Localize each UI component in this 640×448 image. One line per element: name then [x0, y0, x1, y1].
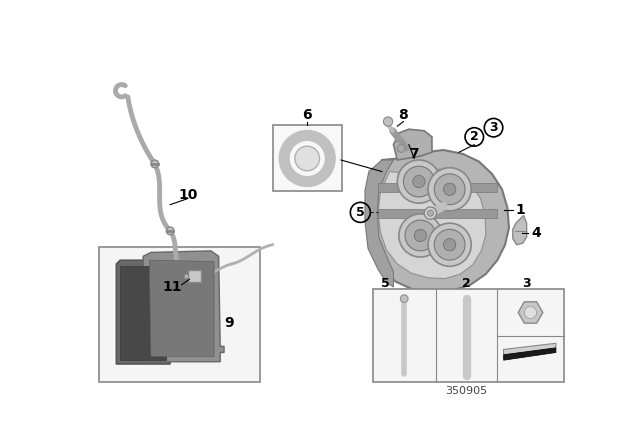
Polygon shape — [184, 274, 188, 278]
Polygon shape — [116, 260, 174, 364]
Text: 3: 3 — [522, 277, 531, 290]
Circle shape — [435, 174, 465, 205]
Text: 3: 3 — [489, 121, 498, 134]
Polygon shape — [188, 270, 201, 282]
Circle shape — [383, 117, 393, 126]
Circle shape — [414, 229, 427, 241]
Text: 2: 2 — [462, 277, 471, 290]
Circle shape — [444, 238, 456, 251]
Circle shape — [397, 145, 405, 152]
Polygon shape — [149, 260, 214, 356]
Text: 9: 9 — [225, 316, 234, 330]
Polygon shape — [378, 169, 486, 279]
Text: 11: 11 — [163, 280, 182, 294]
Polygon shape — [365, 160, 394, 287]
Polygon shape — [394, 129, 432, 160]
Polygon shape — [143, 251, 224, 362]
Polygon shape — [378, 183, 497, 192]
Circle shape — [428, 210, 433, 216]
Polygon shape — [378, 208, 497, 218]
Text: 4: 4 — [531, 226, 541, 240]
Circle shape — [401, 295, 408, 302]
Circle shape — [295, 146, 319, 171]
Polygon shape — [120, 266, 166, 360]
Circle shape — [405, 220, 436, 251]
Polygon shape — [504, 343, 556, 355]
Circle shape — [397, 160, 440, 203]
Circle shape — [428, 223, 471, 266]
Circle shape — [524, 306, 537, 319]
Text: 10: 10 — [178, 188, 198, 202]
Polygon shape — [401, 289, 447, 313]
Circle shape — [428, 168, 471, 211]
FancyBboxPatch shape — [273, 125, 342, 191]
Circle shape — [403, 166, 435, 197]
FancyBboxPatch shape — [99, 247, 260, 382]
Text: 350905: 350905 — [445, 386, 488, 396]
Polygon shape — [513, 215, 527, 245]
Circle shape — [151, 160, 159, 168]
Polygon shape — [518, 302, 543, 323]
Text: 7: 7 — [410, 147, 419, 161]
Circle shape — [435, 229, 465, 260]
Text: 1: 1 — [516, 203, 525, 217]
Text: 2: 2 — [470, 130, 479, 143]
Circle shape — [166, 227, 174, 235]
Polygon shape — [504, 348, 556, 360]
Text: 8: 8 — [399, 108, 408, 122]
Polygon shape — [367, 150, 509, 293]
Circle shape — [399, 214, 442, 257]
Circle shape — [424, 207, 436, 220]
FancyBboxPatch shape — [372, 289, 564, 382]
Circle shape — [444, 183, 456, 195]
Text: 6: 6 — [302, 108, 312, 122]
Circle shape — [413, 176, 425, 188]
Text: 5: 5 — [381, 277, 389, 290]
Text: 5: 5 — [356, 206, 365, 219]
